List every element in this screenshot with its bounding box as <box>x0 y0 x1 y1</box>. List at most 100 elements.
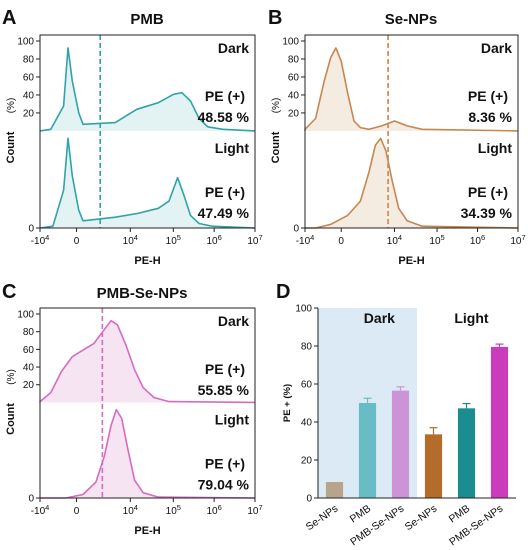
panel-title: Se-NPs <box>385 11 438 28</box>
category-label: Se-NPs <box>304 503 341 534</box>
x-tick-label: 107 <box>510 233 525 247</box>
x-tick-label: 104 <box>123 233 138 247</box>
pe-label: PE (+) <box>205 184 245 200</box>
condition-label: Dark <box>218 40 249 56</box>
bar <box>490 346 509 498</box>
bar <box>391 390 410 498</box>
y-tick-label: 40 <box>288 90 300 101</box>
x-tick-label: 105 <box>166 503 181 517</box>
histogram-fill-dark <box>40 47 255 131</box>
y-tick-label: 0 <box>306 494 312 505</box>
y-tick-label: 80 <box>23 54 35 65</box>
plot-frame <box>304 34 519 229</box>
y-tick-label: 40 <box>23 363 35 374</box>
x-axis-label: PE-H <box>134 255 160 267</box>
y-axis-unit: (%) <box>271 98 282 114</box>
x-tick-label: 105 <box>429 233 444 247</box>
histogram-line-light <box>40 408 256 499</box>
condition-label: Light <box>215 140 250 156</box>
y-tick-label: 20 <box>23 380 35 391</box>
pe-value: 34.39 % <box>461 205 513 221</box>
plot-frame <box>39 307 256 499</box>
histogram-line-light <box>39 137 256 229</box>
y-tick-label: 80 <box>301 342 313 353</box>
y-tick-label: 40 <box>301 418 313 429</box>
bar <box>424 434 443 498</box>
x-tick-label: 0 <box>74 236 80 247</box>
y-tick-label: 60 <box>23 72 35 83</box>
y-tick-label: 0 <box>28 224 34 235</box>
y-tick-label: 100 <box>282 37 299 48</box>
x-tick-label: -104 <box>296 233 315 247</box>
pe-label: PE (+) <box>205 455 245 471</box>
pe-value: 55.85 % <box>198 382 250 398</box>
histogram-fill-dark <box>40 320 255 403</box>
x-tick-label: -104 <box>31 233 50 247</box>
y-axis-unit: (%) <box>6 369 17 385</box>
bar <box>358 403 377 498</box>
x-tick-label: 0 <box>74 506 80 517</box>
condition-label: Dark <box>481 40 512 56</box>
x-tick-label: 107 <box>247 233 262 247</box>
pe-value: 48.58 % <box>198 109 250 125</box>
category-label: PMB <box>447 503 473 526</box>
y-tick-label: 0 <box>28 494 34 505</box>
x-tick-label: 0 <box>338 236 344 247</box>
x-tick-label: 104 <box>387 233 402 247</box>
bar <box>325 482 344 498</box>
pe-label: PE (+) <box>468 88 508 104</box>
histogram-fill-light <box>40 138 255 228</box>
pe-label: PE (+) <box>205 88 245 104</box>
condition-label: Light <box>478 140 513 156</box>
x-tick-label: 106 <box>207 503 222 517</box>
panel-label: C <box>2 281 16 303</box>
condition-label: Light <box>215 411 250 427</box>
group-label-light: Light <box>454 310 489 326</box>
panel-title: PMB-Se-NPs <box>97 285 188 302</box>
y-axis-label: Count <box>5 403 17 435</box>
x-tick-label: 107 <box>247 503 262 517</box>
y-tick-label: 20 <box>288 108 300 119</box>
pe-label: PE (+) <box>205 361 245 377</box>
x-axis-label: PE-H <box>398 255 424 267</box>
histogram-line-dark <box>39 47 256 132</box>
y-tick-label: 60 <box>23 345 35 356</box>
pe-label: PE (+) <box>468 184 508 200</box>
x-tick-label: 105 <box>166 233 181 247</box>
y-tick-label: 60 <box>288 72 300 83</box>
group-label-dark: Dark <box>364 310 395 326</box>
x-tick-label: 106 <box>470 233 485 247</box>
y-axis-label: Count <box>5 131 17 163</box>
y-tick-label: 60 <box>301 380 313 391</box>
y-axis-label: Count <box>270 131 282 163</box>
plot-frame <box>39 34 256 229</box>
y-tick-label: 40 <box>23 90 35 101</box>
x-tick-label: 104 <box>123 503 138 517</box>
histogram-line-dark <box>304 47 519 132</box>
x-tick-label: -104 <box>31 503 50 517</box>
panel-label: B <box>268 7 282 29</box>
panel-label: D <box>276 281 290 303</box>
y-tick-label: 0 <box>293 224 299 235</box>
pe-value: 79.04 % <box>198 476 250 492</box>
category-label: Se-NPs <box>403 503 440 534</box>
histogram-fill-light <box>305 138 518 228</box>
x-axis-label: PE-H <box>134 525 160 537</box>
category-label: PMB <box>348 503 374 526</box>
y-tick-label: 100 <box>17 37 34 48</box>
y-tick-label: 100 <box>295 304 312 315</box>
condition-label: Dark <box>218 313 249 329</box>
panel-title: PMB <box>130 11 164 28</box>
panel-label: A <box>2 7 16 29</box>
histogram-fill-dark <box>305 47 518 131</box>
y-tick-label: 20 <box>301 456 313 467</box>
y-axis-label: PE + (%) <box>282 384 293 422</box>
y-axis-unit: (%) <box>6 98 17 114</box>
pe-value: 8.36 % <box>468 109 512 125</box>
pe-value: 47.49 % <box>198 205 250 221</box>
y-tick-label: 100 <box>17 310 34 321</box>
y-tick-label: 20 <box>23 108 35 119</box>
histogram-line-light <box>305 137 519 229</box>
y-tick-label: 80 <box>288 54 300 65</box>
